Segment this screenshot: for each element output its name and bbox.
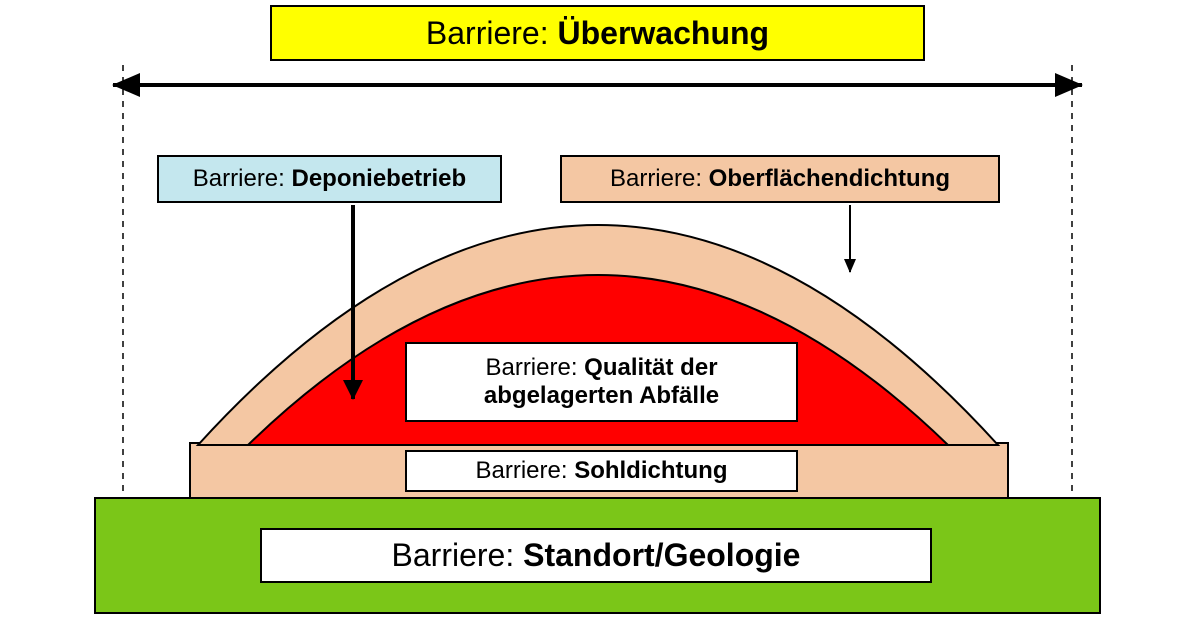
- diagram-stage: Barriere: ÜberwachungBarriere: Deponiebe…: [0, 0, 1195, 644]
- deponiebetrieb-box-prefix: Barriere:: [193, 165, 292, 192]
- ground-label-box: Barriere: Standort/Geologie: [260, 528, 932, 583]
- header-box-prefix: Barriere:: [426, 15, 558, 51]
- deponiebetrieb-box-strong: Deponiebetrieb: [292, 165, 467, 192]
- quality-box-prefix: Barriere:: [485, 354, 584, 381]
- header-box-strong: Überwachung: [558, 15, 770, 51]
- sohl-label-box-prefix: Barriere:: [475, 457, 574, 484]
- quality-box: Barriere: Qualität der abgelagerten Abfä…: [405, 342, 798, 422]
- deponiebetrieb-box: Barriere: Deponiebetrieb: [157, 155, 502, 203]
- oberflaechendichtung-box-prefix: Barriere:: [610, 165, 709, 192]
- sohl-label-box-strong: Sohldichtung: [574, 457, 727, 484]
- oberflaechendichtung-box: Barriere: Oberflächendichtung: [560, 155, 1000, 203]
- ground-label-box-strong: Standort/Geologie: [523, 537, 800, 573]
- ground-label-box-prefix: Barriere:: [392, 537, 524, 573]
- sohl-label-box: Barriere: Sohldichtung: [405, 450, 798, 492]
- oberflaechendichtung-box-strong: Oberflächendichtung: [709, 165, 950, 192]
- header-box: Barriere: Überwachung: [270, 5, 925, 61]
